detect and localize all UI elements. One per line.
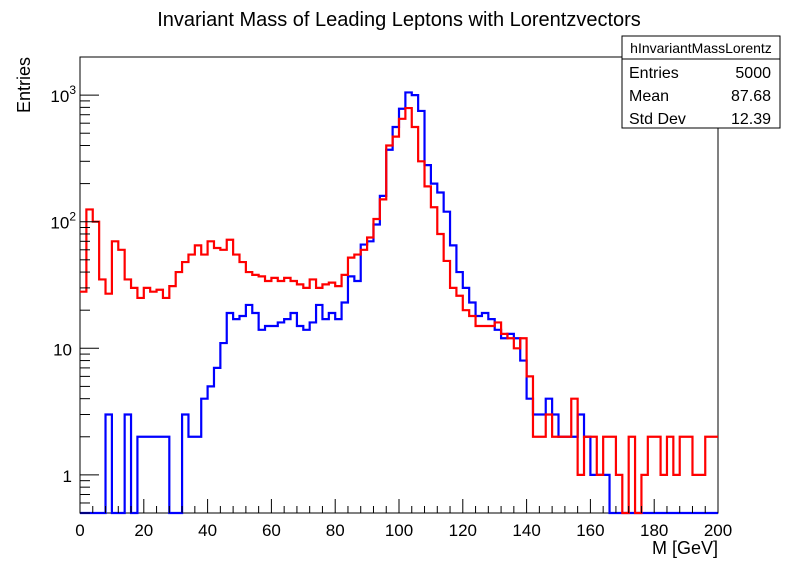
stats-mean-label: Mean — [629, 88, 669, 105]
axis-layer: 0 20 40 60 80 100 120 140 160 180 200 1 10 102 103 — [50, 56, 732, 540]
x-tick-label: 60 — [262, 521, 281, 540]
y-tick-label: 1 — [63, 467, 72, 486]
x-tick-label: 0 — [75, 521, 84, 540]
x-axis-label: M [GeV] — [652, 538, 718, 558]
stats-mean-value: 87.68 — [731, 88, 771, 105]
histogram-series-1 — [80, 91, 718, 515]
stats-entries-label: Entries — [629, 65, 679, 82]
stats-stddev-label: Std Dev — [629, 111, 686, 128]
y-axis-label: Entries — [14, 57, 34, 113]
x-tick-label: 180 — [640, 521, 668, 540]
stats-stddev-value: 12.39 — [731, 111, 771, 128]
chart-title: Invariant Mass of Leading Leptons with L… — [157, 9, 641, 31]
x-tick-label: 40 — [198, 521, 217, 540]
stats-box: hInvariantMassLorentz Entries 5000 Mean … — [621, 35, 781, 129]
x-tick-label: 160 — [576, 521, 604, 540]
x-tick-label: 120 — [449, 521, 477, 540]
y-tick-label: 10 — [53, 340, 72, 359]
y-tick-label: 103 — [50, 83, 76, 106]
stats-entries-value: 5000 — [735, 65, 771, 82]
y-tick-label: 102 — [50, 210, 76, 233]
x-tick-label: 20 — [134, 521, 153, 540]
x-tick-label: 140 — [512, 521, 540, 540]
histogram-series-2 — [80, 106, 718, 515]
x-tick-label: 200 — [704, 521, 732, 540]
stats-box-title: hInvariantMassLorentz — [630, 40, 772, 56]
x-tick-label: 80 — [326, 521, 345, 540]
histogram-layer — [80, 91, 718, 515]
x-tick-label: 100 — [385, 521, 413, 540]
